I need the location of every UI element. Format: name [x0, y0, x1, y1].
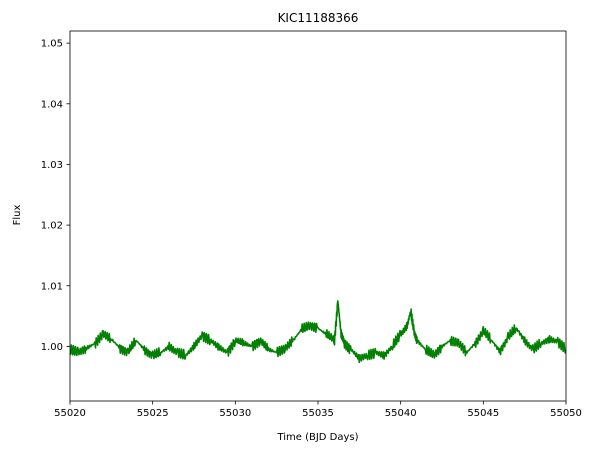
x-tick-label: 55030 — [219, 408, 251, 419]
x-axis-label: Time (BJD Days) — [276, 432, 358, 443]
x-tick-label: 55025 — [137, 408, 169, 419]
y-axis: 1.00 1.01 1.02 1.03 1.04 1.05 — [41, 39, 70, 353]
series-line-0 — [70, 300, 566, 364]
plot-area — [69, 30, 567, 402]
y-axis-label: Flux — [12, 205, 23, 226]
y-tick-label: 1.03 — [41, 160, 63, 171]
chart-title: KIC11188366 — [278, 11, 359, 25]
x-tick-label: 55050 — [550, 408, 582, 419]
y-tick-label: 1.01 — [41, 281, 63, 292]
y-tick-label: 1.02 — [41, 221, 63, 232]
x-tick-label: 55045 — [467, 408, 499, 419]
y-tick-label: 1.04 — [41, 99, 63, 110]
x-axis: 55020 55025 55030 55035 55040 55045 55050 — [54, 401, 582, 419]
x-tick-label: 55035 — [302, 408, 334, 419]
x-tick-label: 55020 — [54, 408, 86, 419]
y-tick-label: 1.05 — [41, 39, 63, 50]
y-tick-label: 1.00 — [41, 342, 63, 353]
x-tick-label: 55040 — [385, 408, 417, 419]
